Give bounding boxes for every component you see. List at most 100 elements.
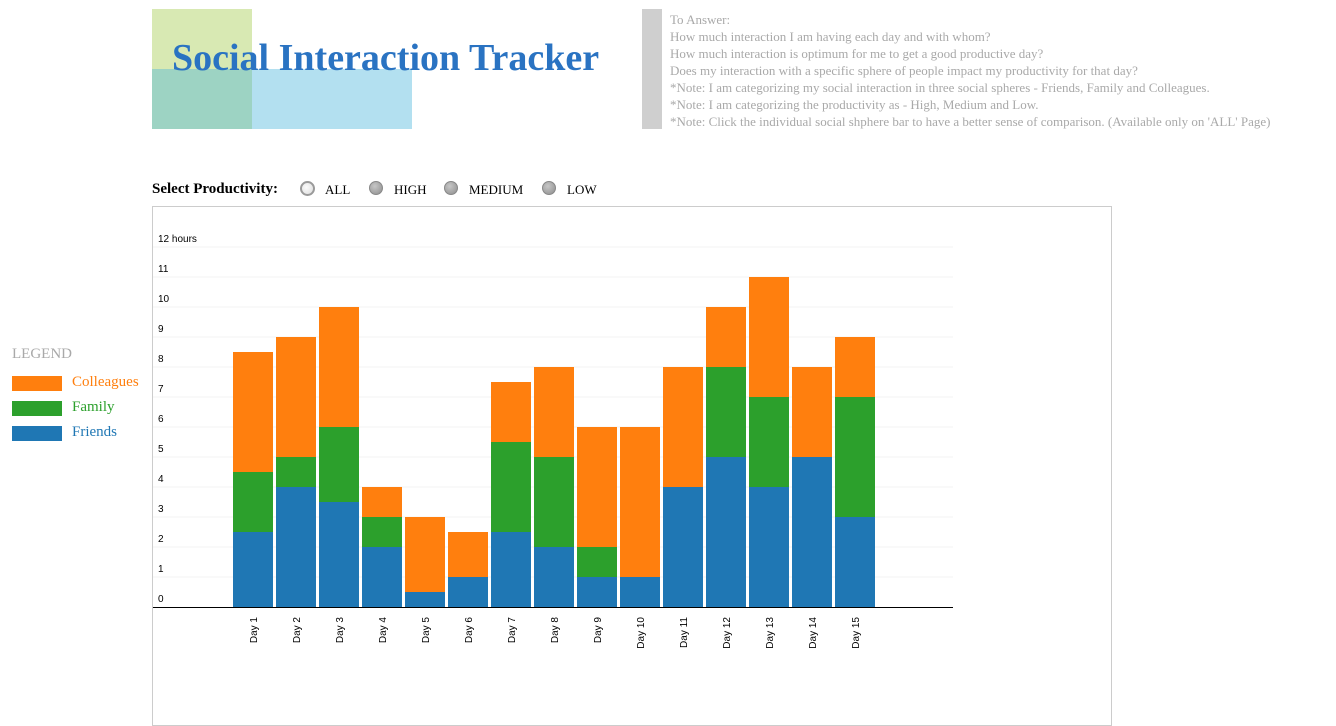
notes-line: *Note: I am categorizing the productivit… (670, 97, 1039, 112)
radio-button-icon[interactable] (444, 181, 458, 195)
bar-segment-family[interactable] (319, 427, 359, 502)
y-tick-label: 2 (158, 534, 164, 545)
bar-segment-colleagues[interactable] (491, 382, 531, 442)
legend-swatch (12, 376, 62, 391)
x-tick-label: Day 4 (378, 617, 389, 644)
y-tick-label: 1 (158, 564, 164, 575)
filter-label: Select Productivity: (152, 181, 278, 197)
x-tick-label: Day 15 (851, 617, 862, 649)
page-title: Social Interaction Tracker (172, 37, 600, 79)
radio-label: HIGH (394, 182, 427, 197)
x-tick-label: Day 8 (550, 617, 561, 644)
legend-item-friends[interactable]: Friends (12, 424, 212, 441)
bar-segment-colleagues[interactable] (663, 367, 703, 487)
bar-segment-friends[interactable] (792, 457, 832, 607)
x-tick-label: Day 7 (507, 617, 518, 644)
chart-container: 0 1 2 3 4 5 6 7 8 9 10 11 12 hours Day 1 Day 2 Day 3 Day… (152, 206, 1112, 726)
legend-label: Family (72, 399, 115, 415)
bar-segment-friends[interactable] (706, 457, 746, 607)
y-tick-label: 10 (158, 294, 170, 305)
stacked-bar-chart: 0 1 2 3 4 5 6 7 8 9 10 11 12 hours Day 1 Day 2 Day 3 Day… (153, 234, 953, 649)
radio-label: MEDIUM (469, 182, 524, 197)
bar-segment-friends[interactable] (620, 577, 660, 607)
y-tick-label: 4 (158, 474, 164, 485)
bar-segment-friends[interactable] (233, 532, 273, 607)
bar-segment-family[interactable] (534, 457, 574, 547)
legend-swatch (12, 401, 62, 416)
bar-segment-friends[interactable] (405, 592, 445, 607)
bar-segment-colleagues[interactable] (534, 367, 574, 457)
legend-item-family[interactable]: Family (12, 399, 212, 416)
bar-segment-friends[interactable] (319, 502, 359, 607)
bar-segment-friends[interactable] (491, 532, 531, 607)
bar-segment-family[interactable] (362, 517, 402, 547)
bar-segment-family[interactable] (233, 472, 273, 532)
bar-segment-colleagues[interactable] (792, 367, 832, 457)
bar-segment-family[interactable] (577, 547, 617, 577)
bar-segment-colleagues[interactable] (706, 307, 746, 367)
y-tick-label: 9 (158, 324, 164, 335)
y-tick-label: 8 (158, 354, 164, 365)
radio-button-icon[interactable] (300, 181, 315, 196)
bar-segment-family[interactable] (835, 397, 875, 517)
bar-segment-family[interactable] (706, 367, 746, 457)
bar-segment-colleagues[interactable] (577, 427, 617, 547)
notes-line: *Note: I am categorizing my social inter… (670, 80, 1210, 95)
x-tick-label: Day 6 (464, 617, 475, 644)
bar-segment-family[interactable] (491, 442, 531, 532)
radio-button-icon[interactable] (369, 181, 383, 195)
bar-segment-colleagues[interactable] (835, 337, 875, 397)
legend-title: LEGEND (12, 346, 72, 362)
bar-segment-colleagues[interactable] (362, 487, 402, 517)
bar-segment-colleagues[interactable] (405, 517, 445, 592)
x-tick-label: Day 1 (249, 617, 260, 644)
bar-segment-friends[interactable] (276, 487, 316, 607)
bar-segment-colleagues[interactable] (448, 532, 488, 577)
legend-label: Friends (72, 424, 117, 440)
x-tick-label: Day 2 (292, 617, 303, 644)
legend: LEGEND Colleagues Family Friends (12, 346, 139, 441)
legend-label: Colleagues (72, 374, 139, 390)
radio-button-icon[interactable] (542, 181, 556, 195)
header-decoration-square (152, 9, 252, 69)
y-tick-label: 12 hours (158, 234, 197, 245)
bar-segment-family[interactable] (276, 457, 316, 487)
notes-line: *Note: Click the individual social shphe… (670, 114, 1271, 129)
radio-label: LOW (567, 182, 597, 197)
bar-segment-friends[interactable] (577, 577, 617, 607)
x-tick-label: Day 3 (335, 617, 346, 644)
legend-swatch (12, 426, 62, 441)
bar-segment-friends[interactable] (749, 487, 789, 607)
bar-segment-colleagues[interactable] (233, 352, 273, 472)
notes-line: To Answer: (670, 12, 731, 27)
x-tick-label: Day 14 (808, 617, 819, 649)
radio-label: ALL (325, 182, 351, 197)
y-tick-label: 0 (158, 594, 164, 605)
header-decoration-square (252, 69, 412, 129)
bar-segment-friends[interactable] (534, 547, 574, 607)
x-tick-label: Day 12 (722, 617, 733, 649)
bar-segment-friends[interactable] (835, 517, 875, 607)
bar-segment-colleagues[interactable] (620, 427, 660, 577)
y-tick-label: 11 (158, 264, 169, 275)
x-tick-label: Day 10 (636, 617, 647, 649)
header-decoration-square (152, 69, 252, 129)
bar-segment-friends[interactable] (448, 577, 488, 607)
bar-segment-colleagues[interactable] (749, 277, 789, 397)
legend-item-colleagues[interactable]: Colleagues (12, 374, 212, 391)
bar-segment-friends[interactable] (362, 547, 402, 607)
y-tick-label: 3 (158, 504, 164, 515)
notes-line: How much interaction I am having each da… (670, 29, 991, 44)
y-tick-label: 5 (158, 444, 164, 455)
bar-segment-colleagues[interactable] (319, 307, 359, 427)
bar-segment-colleagues[interactable] (276, 337, 316, 457)
notes-panel: To Answer: How much interaction I am hav… (670, 11, 1336, 130)
x-tick-label: Day 9 (593, 617, 604, 644)
bar-segment-family[interactable] (749, 397, 789, 487)
x-tick-label: Day 11 (679, 617, 690, 648)
y-tick-label: 7 (158, 384, 164, 395)
notes-accent-bar (642, 9, 662, 129)
bar-segment-friends[interactable] (663, 487, 703, 607)
notes-line: How much interaction is optimum for me t… (670, 46, 1044, 61)
notes-line: Does my interaction with a specific sphe… (670, 63, 1138, 78)
